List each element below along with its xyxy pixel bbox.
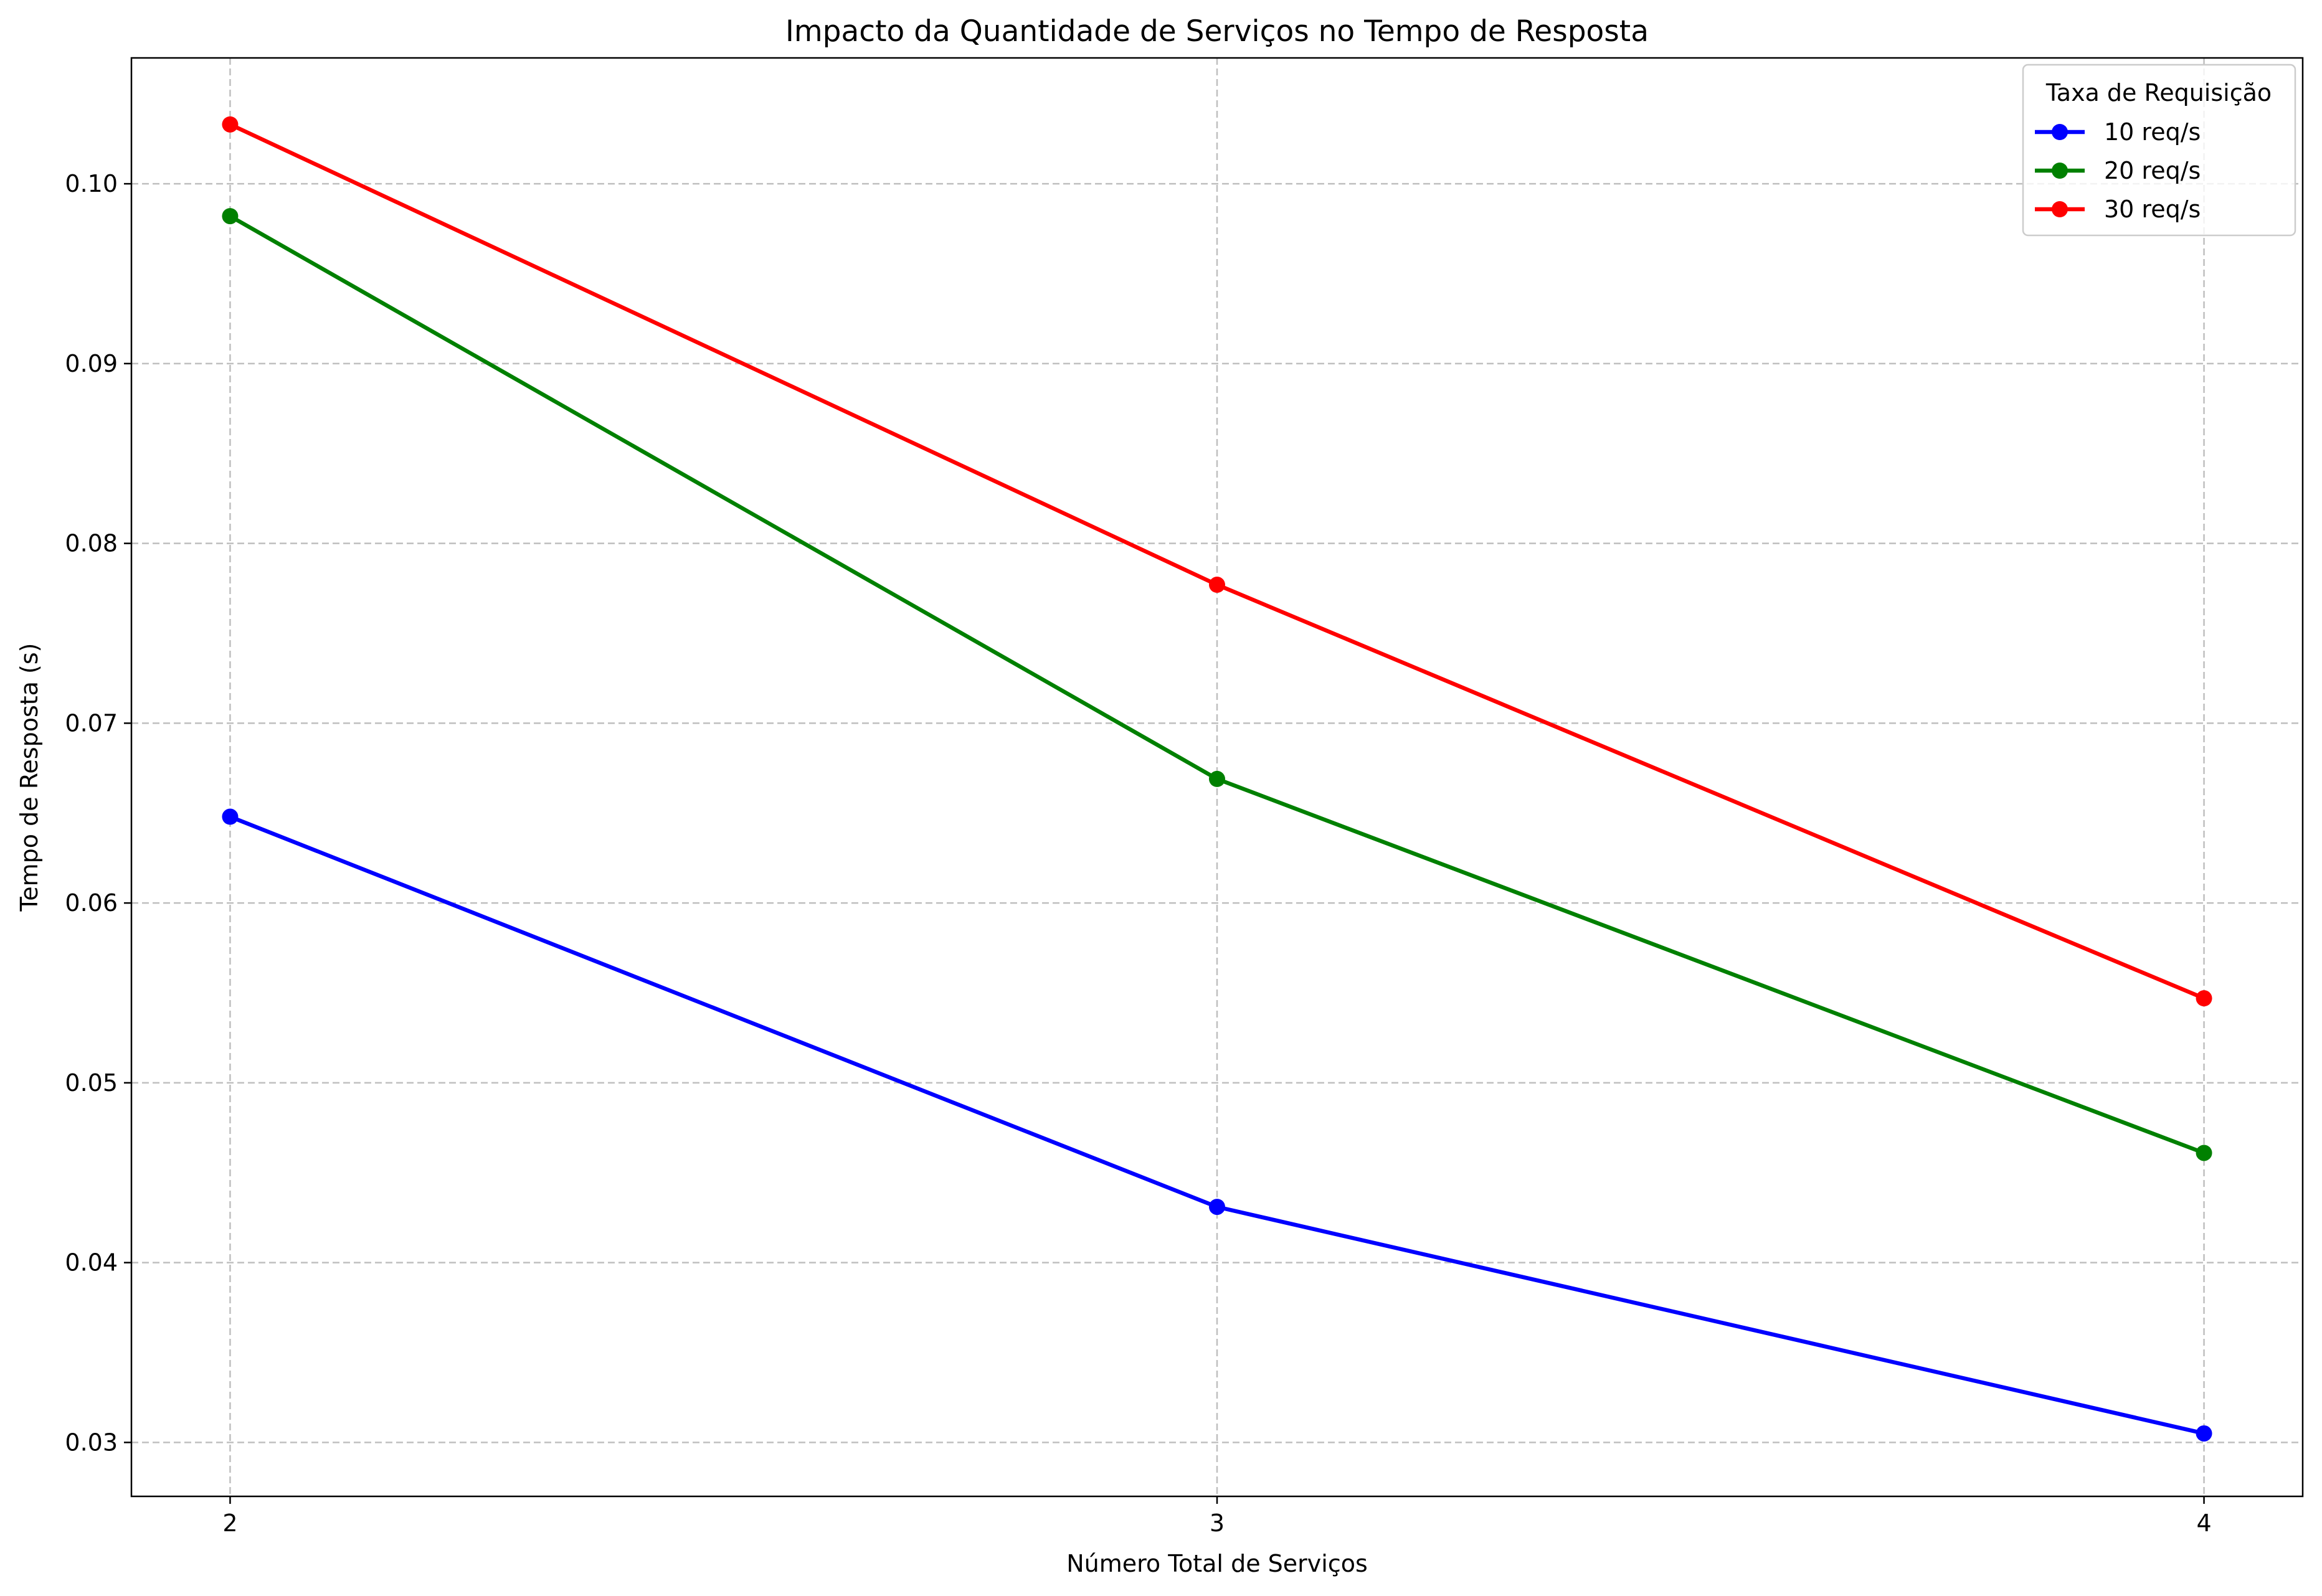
legend-item: 20 req/s bbox=[2035, 157, 2201, 184]
y-tick-label: 0.05 bbox=[65, 1069, 118, 1097]
legend-box bbox=[2022, 64, 2296, 237]
x-tick-label: 3 bbox=[1210, 1509, 1225, 1537]
data-point bbox=[1209, 770, 1225, 787]
x-tick-label: 4 bbox=[2196, 1509, 2211, 1537]
series-2 bbox=[222, 208, 2212, 1161]
y-tick-label: 0.04 bbox=[65, 1249, 118, 1277]
data-point bbox=[1209, 1199, 1225, 1216]
legend-title: Taxa de Requisição bbox=[2045, 79, 2272, 106]
data-point bbox=[222, 208, 239, 225]
y-tick-label: 0.06 bbox=[65, 889, 118, 917]
data-point bbox=[1209, 577, 1225, 593]
y-tick-label: 0.08 bbox=[65, 530, 118, 557]
series-1 bbox=[222, 808, 2212, 1442]
data-point bbox=[2196, 1145, 2212, 1161]
legend-item: 10 req/s bbox=[2035, 118, 2201, 146]
chart-title: Impacto da Quantidade de Serviços no Tem… bbox=[785, 14, 1649, 49]
x-tick-label: 2 bbox=[222, 1509, 237, 1537]
data-point bbox=[2196, 990, 2212, 1007]
data-point bbox=[2196, 1425, 2212, 1442]
legend-marker-icon bbox=[2052, 124, 2068, 140]
y-tick-label: 0.10 bbox=[65, 170, 118, 197]
series-3 bbox=[222, 116, 2212, 1007]
legend-item: 30 req/s bbox=[2035, 196, 2201, 223]
y-tick-label: 0.09 bbox=[65, 350, 118, 377]
grid-lines bbox=[131, 58, 2303, 1496]
legend-marker-icon bbox=[2052, 201, 2068, 217]
y-tick-label: 0.07 bbox=[65, 709, 118, 737]
axis-ticks: 0.03 0.04 0.05 0.06 0.07 0.08 0.09 0.10 2 3 4 bbox=[65, 170, 2211, 1537]
legend: Taxa de Requisição 10 req/s 20 req/s 30 re… bbox=[2022, 64, 2296, 237]
data-point bbox=[222, 116, 239, 133]
legend-label: 30 req/s bbox=[2104, 196, 2201, 223]
plot-series bbox=[222, 116, 2212, 1442]
x-axis-label: Número Total de Serviços bbox=[1066, 1550, 1368, 1577]
y-axis-label: Tempo de Resposta (s) bbox=[16, 643, 43, 912]
y-tick-label: 0.03 bbox=[65, 1428, 118, 1456]
legend-label: 20 req/s bbox=[2104, 157, 2201, 184]
legend-label: 10 req/s bbox=[2104, 118, 2201, 146]
data-point bbox=[222, 808, 239, 825]
legend-marker-icon bbox=[2052, 163, 2068, 179]
